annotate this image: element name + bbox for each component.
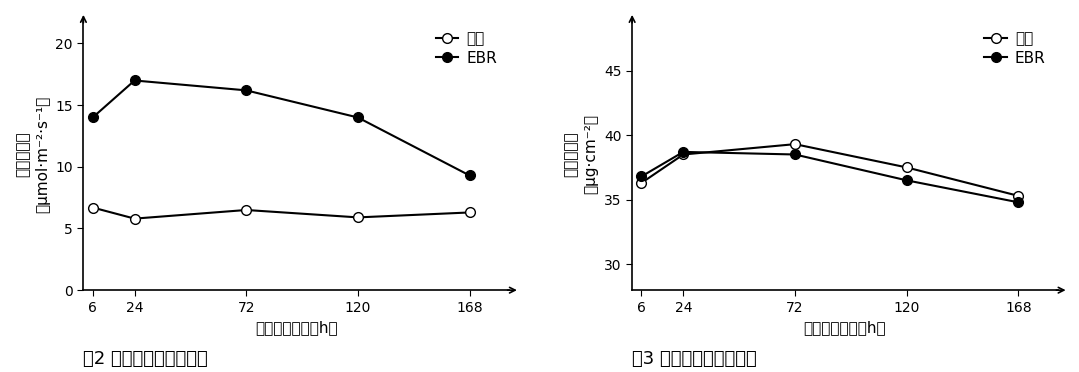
对照 bbox=[677, 152, 689, 157]
Legend: 对照, EBR: 对照, EBR bbox=[980, 26, 1050, 70]
对照 bbox=[634, 181, 647, 185]
Legend: 对照, EBR: 对照, EBR bbox=[431, 26, 502, 70]
Line: EBR: EBR bbox=[637, 147, 1023, 207]
Line: EBR: EBR bbox=[87, 76, 475, 180]
X-axis label: 处理后小时数（h）: 处理后小时数（h） bbox=[804, 320, 886, 335]
Y-axis label: 净光合速率
（μmol·m⁻²·s⁻¹）: 净光合速率 （μmol·m⁻²·s⁻¹） bbox=[15, 96, 50, 213]
Text: 图2 叶片净光合速率变化: 图2 叶片净光合速率变化 bbox=[83, 350, 208, 368]
对照 bbox=[352, 215, 365, 219]
Text: 图3 叶片叶绿素含量变化: 图3 叶片叶绿素含量变化 bbox=[632, 350, 756, 368]
对照 bbox=[128, 217, 141, 221]
对照 bbox=[900, 165, 913, 170]
EBR bbox=[240, 88, 252, 93]
对照 bbox=[463, 210, 476, 215]
EBR bbox=[900, 178, 913, 183]
EBR bbox=[1012, 200, 1025, 205]
对照 bbox=[1012, 193, 1025, 198]
EBR bbox=[86, 115, 99, 120]
Y-axis label: 叶绿素含量
（μg·cm⁻²）: 叶绿素含量 （μg·cm⁻²） bbox=[564, 115, 599, 195]
EBR bbox=[634, 174, 647, 179]
EBR bbox=[677, 150, 689, 154]
EBR bbox=[352, 115, 365, 120]
Line: 对照: 对照 bbox=[637, 139, 1023, 201]
对照 bbox=[240, 208, 252, 212]
对照 bbox=[86, 205, 99, 210]
EBR bbox=[128, 78, 141, 83]
EBR bbox=[789, 152, 802, 157]
对照 bbox=[789, 142, 802, 147]
EBR bbox=[463, 173, 476, 178]
Line: 对照: 对照 bbox=[87, 203, 475, 224]
X-axis label: 处理后小时数（h）: 处理后小时数（h） bbox=[255, 320, 338, 335]
